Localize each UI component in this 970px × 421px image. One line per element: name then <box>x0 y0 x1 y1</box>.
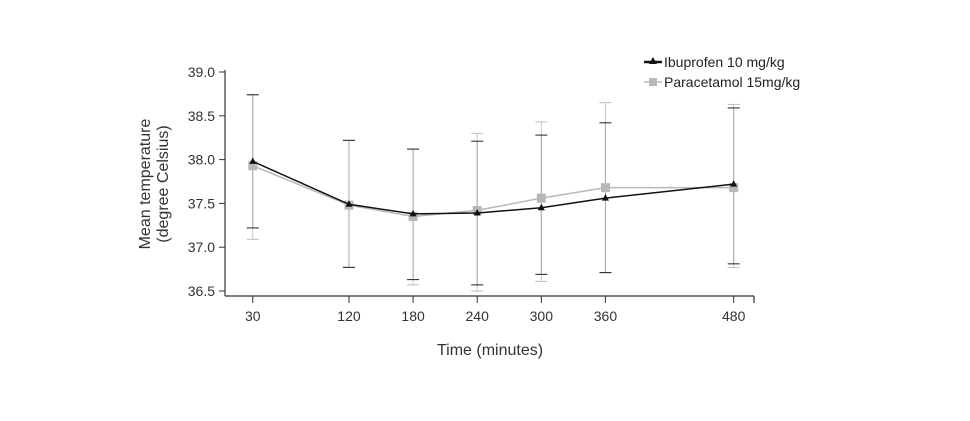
data-point-square <box>536 193 546 203</box>
x-axis-ticks: 30 120 180 240 300 360 480 <box>245 296 746 324</box>
legend-square-marker <box>649 78 657 86</box>
data-point-square <box>600 183 610 193</box>
data-point-square <box>248 161 258 171</box>
y-axis-ticks: 36.5 37.0 37.5 38.0 38.5 39.0 <box>188 64 225 299</box>
x-tick-label: 300 <box>530 308 554 324</box>
data-point-triangle <box>473 209 481 216</box>
y-axis-label-line-1: Mean temperature <box>137 119 154 250</box>
y-tick-label: 38.0 <box>188 152 215 168</box>
x-tick-label: 120 <box>337 308 361 324</box>
y-tick-label: 39.0 <box>188 64 215 80</box>
x-tick-label: 480 <box>722 308 746 324</box>
data-point-triangle <box>537 203 545 211</box>
data-point-triangle <box>409 209 417 217</box>
x-tick-label: 360 <box>594 308 618 324</box>
data-point-triangle <box>249 157 257 164</box>
y-axis-label: Mean temperature (degree Celsius) <box>137 119 172 250</box>
data-point-triangle <box>601 194 609 201</box>
y-axis-label-line-2: (degree Celsius) <box>155 125 172 242</box>
legend-triangle-marker <box>649 57 657 64</box>
series-lines <box>248 157 739 222</box>
legend-label: Paracetamol 15mg/kg <box>664 74 800 90</box>
y-tick-label: 36.5 <box>188 283 215 299</box>
x-tick-label: 30 <box>245 308 261 324</box>
legend-label: Ibuprofen 10 mg/kg <box>664 54 785 70</box>
y-tick-label: 37.5 <box>188 195 215 211</box>
data-point-triangle <box>730 180 738 187</box>
data-point-square <box>729 183 739 193</box>
x-axis-label: Time (minutes) <box>437 342 543 359</box>
series-line <box>252 165 734 218</box>
legend: Ibuprofen 10 mg/kg Paracetamol 15mg/kg <box>644 54 800 90</box>
axes <box>224 70 755 303</box>
data-point-triangle <box>345 200 353 207</box>
y-tick-label: 38.5 <box>188 108 215 124</box>
data-point-square <box>408 212 418 222</box>
y-tick-label: 37.0 <box>188 239 215 255</box>
x-tick-label: 240 <box>466 308 490 324</box>
x-tick-label: 180 <box>401 308 425 324</box>
